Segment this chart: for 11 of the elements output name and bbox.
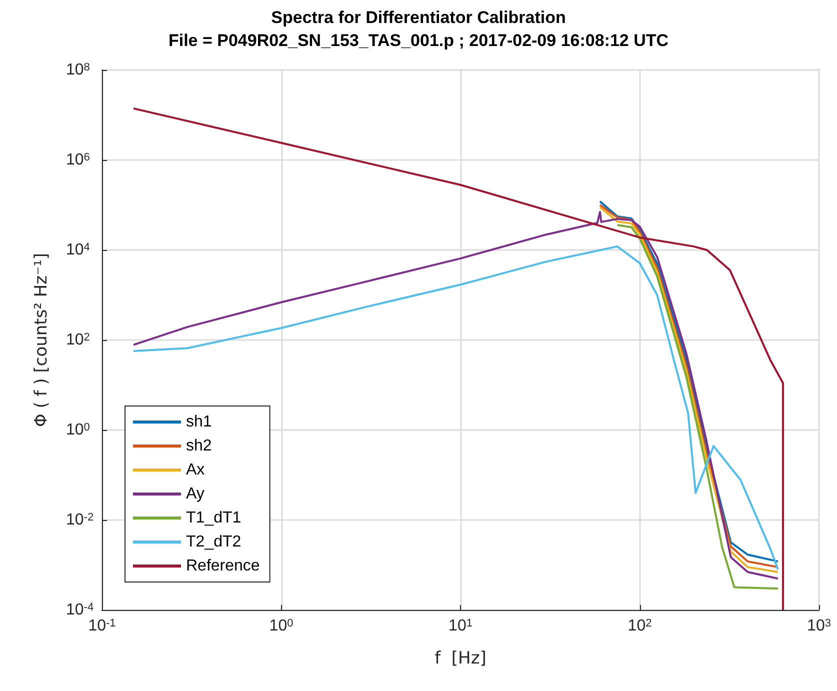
chart-subtitle: File = P049R02_SN_153_TAS_001.p ; 2017-02-09 16:08:12 UTC <box>168 31 669 50</box>
chart-title: Spectra for Differentiator Calibration <box>271 8 566 27</box>
legend-label: T2_dT2 <box>186 534 242 550</box>
y-axis-title: Φ ( f ) [counts² Hz⁻¹] <box>32 252 52 428</box>
legend-label: T1_dT1 <box>186 510 242 526</box>
x-axis-title: f [Hz] <box>434 648 486 668</box>
legend-label: Ax <box>186 462 205 478</box>
legend-label: Ay <box>186 486 204 502</box>
legend-label: sh1 <box>186 414 212 430</box>
legend-label: sh2 <box>186 438 212 454</box>
legend-label: Reference <box>186 558 260 574</box>
